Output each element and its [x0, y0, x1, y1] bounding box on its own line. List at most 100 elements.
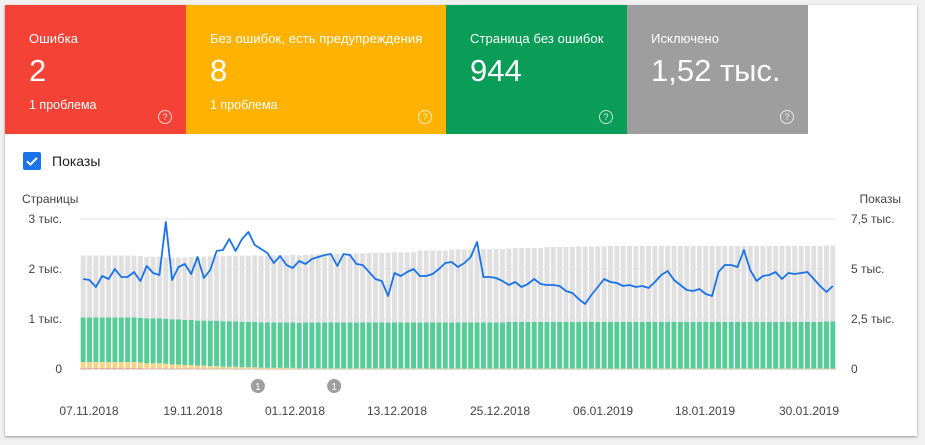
bar-segment [239, 321, 245, 368]
bar-segment [455, 322, 461, 369]
bar-segment [137, 318, 143, 363]
bar-segment [347, 253, 353, 323]
bar-segment [347, 368, 353, 369]
bar-segment [442, 250, 448, 323]
annotation-marker[interactable] [250, 379, 265, 393]
bar-segment [220, 321, 226, 367]
bar-segment [131, 362, 137, 368]
tile-label: Без ошибок, есть предупреждения [210, 31, 423, 46]
tile-warning[interactable]: Без ошибок, есть предупреждения 8 1 пробле… [186, 5, 446, 134]
bar-segment [341, 368, 347, 369]
bar-segment [334, 322, 340, 369]
help-icon[interactable]: ? [599, 110, 613, 124]
bar-segment [112, 317, 118, 362]
tile-count: 8 [210, 53, 228, 88]
bar-segment [372, 322, 378, 369]
bar-segment [665, 246, 671, 322]
bar-segment [195, 365, 201, 369]
bar-segment [80, 368, 86, 369]
bar-segment [474, 249, 480, 323]
bar-segment [315, 322, 321, 369]
bar-segment [131, 255, 137, 318]
bar-segment [341, 253, 347, 323]
bar-segment [506, 322, 512, 369]
x-tick-label: 19.11.2018 [163, 404, 222, 418]
bar-segment [385, 368, 391, 369]
bar-segment [411, 368, 417, 369]
bar-segment [588, 322, 594, 369]
bar-segment [811, 246, 817, 322]
bar-segment [779, 322, 785, 369]
bar-segment [391, 252, 397, 323]
bar-segment [99, 317, 105, 362]
bar-segment [226, 321, 232, 367]
help-icon[interactable]: ? [158, 110, 172, 124]
bar-segment [175, 368, 181, 369]
bar-segment [576, 322, 582, 369]
bar-segment [233, 255, 239, 322]
bar-segment [80, 362, 86, 368]
impressions-checkbox[interactable] [23, 152, 41, 170]
bar-segment [449, 249, 455, 323]
left-tick-label: 2 тыс. [29, 262, 62, 276]
bar-segment [728, 246, 734, 322]
bar-segment [690, 246, 696, 322]
bar-segment [569, 247, 575, 322]
bar-segment [735, 322, 741, 369]
bar-segment [512, 248, 518, 322]
bar-segment [201, 320, 207, 366]
bar-segment [417, 322, 423, 369]
bar-segment [233, 321, 239, 367]
bar-segment [639, 246, 645, 322]
tile-excluded[interactable]: Исключено 1,52 тыс.? [627, 5, 808, 134]
coverage-chart: 0 0 1 тыс. 2,5 тыс. 2 тыс. 5 тыс. 3 тыс. 7,5 ты… [22, 192, 901, 418]
impressions-toggle[interactable]: Показы [23, 149, 100, 173]
bar-segment [112, 255, 118, 318]
bar-segment [709, 322, 715, 369]
bar-segment [677, 322, 683, 369]
bar-segment [182, 257, 188, 320]
bar-segment [80, 255, 86, 318]
tile-error[interactable]: Ошибка 2 1 проблема? [5, 5, 186, 134]
right-tick-label: 0 [851, 362, 858, 376]
bar-segment [823, 245, 829, 322]
bar-segment [118, 255, 124, 318]
bar-segment [290, 367, 296, 369]
bar-segment [468, 322, 474, 369]
bar-segment [372, 368, 378, 369]
bar-segment [360, 322, 366, 369]
bar-segment [665, 322, 671, 369]
bar-segment [430, 322, 436, 369]
annotation-label: 1 [331, 382, 337, 393]
bar-segment [214, 366, 220, 369]
bar-segment [531, 322, 537, 369]
bar-segment [99, 255, 105, 318]
help-icon[interactable]: ? [418, 110, 432, 124]
bar-segment [722, 246, 728, 322]
tile-count: 1,52 тыс. [651, 53, 781, 88]
bar-segment [99, 368, 105, 369]
bar-segment [322, 368, 328, 369]
bar-segment [404, 252, 410, 323]
bar-segment [80, 317, 86, 362]
right-tick-label: 7,5 тыс. [851, 212, 894, 226]
bar-segment [830, 321, 836, 369]
bar-segment [627, 322, 633, 369]
annotation-marker[interactable] [327, 379, 342, 393]
tile-valid[interactable]: Страница без ошибок 944? [446, 5, 627, 134]
bar-segment [487, 249, 493, 323]
bar-segment [220, 366, 226, 369]
help-icon[interactable]: ? [780, 110, 794, 124]
bar-segment [137, 256, 143, 318]
bar-segment [366, 368, 372, 369]
bar-segment [169, 258, 175, 320]
bar-segment [398, 252, 404, 323]
bar-segment [372, 252, 378, 323]
bar-segment [245, 321, 251, 368]
x-tick-label: 25.12.2018 [470, 404, 530, 418]
bar-segment [264, 322, 270, 368]
bar-segment [87, 255, 93, 318]
bar-segment [201, 256, 207, 321]
bar-segment [277, 367, 283, 369]
bar-segment [385, 252, 391, 323]
